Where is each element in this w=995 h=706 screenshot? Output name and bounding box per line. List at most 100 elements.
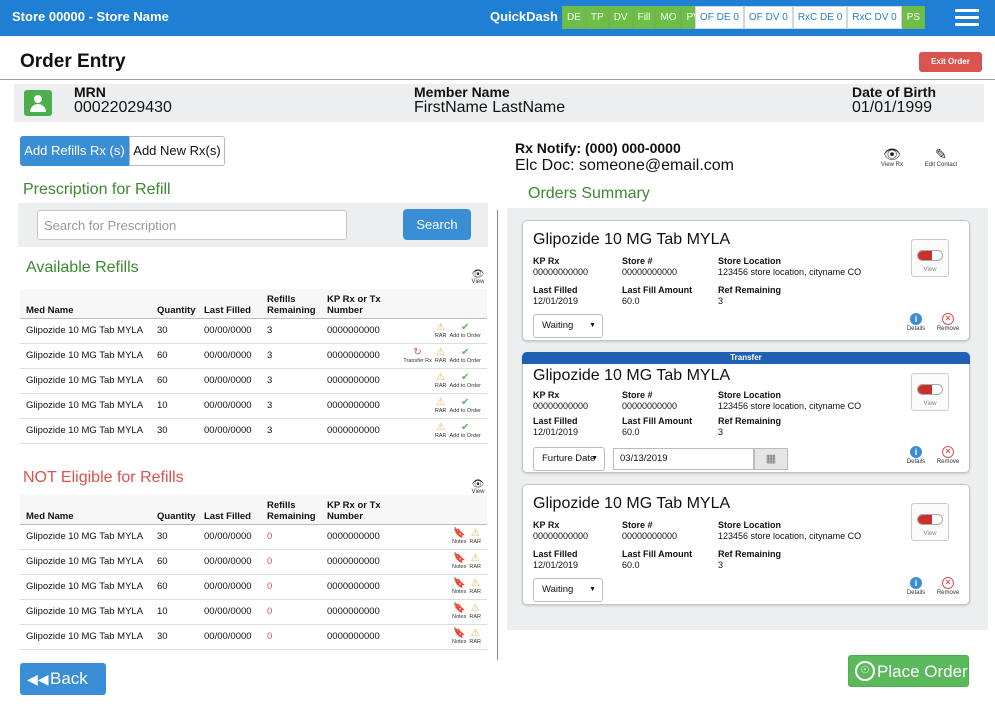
quickdash-tp[interactable]: TP [585, 6, 609, 29]
rar-button[interactable]: ⚠ RAR [435, 347, 447, 364]
quantity-cell: 10 [151, 599, 198, 625]
exit-order-button[interactable]: Exit Order [919, 52, 982, 72]
col-actions [391, 495, 487, 525]
add-to-order-button[interactable]: ✔ Add to Order [449, 397, 482, 414]
quickdash-of-dv[interactable]: OF DV 0 [743, 6, 793, 29]
quickdash-mo[interactable]: MO [655, 6, 682, 29]
col-last-filled: Last Filled [198, 289, 261, 319]
details-button[interactable]: i Details [903, 446, 929, 465]
remove-button[interactable]: × Remove [935, 313, 961, 332]
rar-button[interactable]: ⚠ RAR [469, 553, 481, 570]
available-view-toggle[interactable]: 👁 View [468, 270, 488, 286]
status-value: Waiting [542, 584, 574, 595]
rar-button[interactable]: ⚠ RAR [469, 628, 481, 645]
tab-add-refills[interactable]: Add Refills Rx (s) [20, 136, 129, 166]
col-med-name: Med Name [20, 495, 151, 525]
quickdash-de[interactable]: DE [562, 6, 586, 29]
refills-cell: 3 [261, 418, 321, 444]
rar-button[interactable]: ⚠ RAR [435, 397, 447, 414]
search-button[interactable]: Search [403, 209, 471, 240]
add-to-order-button[interactable]: ✔ Add to Order [450, 372, 482, 389]
view-rx-button[interactable]: 👁 View Rx [876, 146, 908, 168]
store-title: Store 00000 - Store Name [12, 9, 169, 24]
calendar-icon[interactable]: ▦ [754, 448, 788, 470]
rar-button-label: RAR [434, 432, 447, 439]
view-med-image-button[interactable]: View [911, 503, 949, 541]
rar-button[interactable]: ⚠ RAR [435, 322, 447, 339]
remove-label: Remove [936, 459, 960, 465]
table-row: Glipozide 10 MG Tab MYLA 30 00/00/0000 3 000… [20, 418, 487, 444]
search-panel: Search [18, 203, 488, 247]
bookmark-icon: 🔖 [452, 627, 466, 639]
rar-button-label: RAR [434, 382, 447, 389]
remove-icon: × [942, 446, 954, 458]
row-actions: ⚠ RAR ✔ Add to Order [391, 393, 487, 419]
details-button[interactable]: i Details [903, 577, 929, 596]
rar-button[interactable]: ⚠ RAR [469, 578, 481, 595]
quickdash-rxc-dv[interactable]: RxC DV 0 [847, 6, 902, 29]
table-row: Glipozide 10 MG Tab MYLA 10 00/00/0000 0 000… [20, 599, 487, 625]
notes-button[interactable]: 🔖 Notes [452, 578, 467, 595]
refills-cell: 0 [261, 624, 321, 650]
remove-button[interactable]: × Remove [935, 577, 961, 596]
view-label: View [471, 489, 485, 495]
transfer-rx-button[interactable]: ↻ Transfer Rx [403, 347, 432, 364]
quickdash-label: QuickDash [490, 9, 558, 24]
add-to-order-button[interactable]: ✔ Add to Order [450, 322, 482, 339]
menu-icon[interactable] [955, 9, 979, 27]
remove-button[interactable]: × Remove [935, 446, 961, 465]
back-button[interactable]: ◀◀ Back [20, 663, 106, 695]
info-icon: i [910, 446, 922, 458]
rx-number-cell: 0000000000 [321, 368, 391, 394]
view-med-image-button[interactable]: View [911, 373, 949, 411]
rx-number-cell: 0000000000 [321, 393, 391, 419]
quantity-cell: 60 [151, 549, 198, 575]
kp-rx-value: 00000000000 [533, 531, 589, 541]
tab-add-new-rx[interactable]: Add New Rx(s) [129, 136, 225, 166]
future-date-input[interactable]: 03/13/2019 [613, 448, 754, 470]
row-actions: ⚠ RAR ✔ Add to Order [391, 418, 487, 444]
add-to-order-button-label: Add to Order [449, 407, 482, 414]
notes-button[interactable]: 🔖 Notes [452, 528, 466, 545]
not-eligible-view-toggle[interactable]: 👁 View [468, 479, 488, 496]
last-filled-value: 12/01/2019 [533, 427, 579, 437]
last-filled-cell: 00/00/0000 [198, 318, 261, 344]
prescription-search-input[interactable] [37, 210, 347, 240]
quantity-cell: 30 [151, 318, 198, 344]
pill-icon [917, 384, 943, 395]
quickdash-ps[interactable]: PS [901, 6, 926, 29]
view-rx-label: View Rx [881, 162, 903, 168]
quantity-cell: 60 [151, 343, 198, 369]
add-to-order-button[interactable]: ✔ Add to Order [450, 347, 482, 364]
status-dropdown[interactable]: Waiting ▼ [533, 314, 603, 338]
store-location-label: Store Location [718, 256, 782, 266]
quantity-cell: 30 [151, 624, 198, 650]
quickdash-fill[interactable]: Fill [632, 6, 656, 29]
details-button[interactable]: i Details [903, 313, 929, 332]
rar-button[interactable]: ⚠ RAR [434, 372, 447, 389]
place-order-button[interactable]: ☉ Place Order [848, 655, 969, 687]
quickdash-rxc-de[interactable]: RxC DE 0 [792, 6, 848, 29]
add-to-order-button[interactable]: ✔ Add to Order [450, 422, 482, 439]
eye-icon: 👁 [471, 479, 485, 490]
status-value: Furture Date [542, 453, 596, 464]
row-actions: 🔖 Notes ⚠ RAR [391, 549, 487, 575]
notes-button-label: Notes [452, 588, 467, 595]
table-row: Glipozide 10 MG Tab MYLA 30 00/00/0000 3 000… [20, 318, 487, 344]
status-dropdown[interactable]: Waiting ▼ [533, 578, 603, 602]
status-dropdown[interactable]: Furture Date ▼ [533, 447, 605, 471]
rar-button[interactable]: ⚠ RAR [469, 603, 481, 620]
table-row: Glipozide 10 MG Tab MYLA 10 00/00/0000 3 000… [20, 393, 487, 419]
notes-button[interactable]: 🔖 Notes [452, 553, 466, 570]
notes-button[interactable]: 🔖 Notes [452, 603, 466, 620]
order-card: Glipozide 10 MG Tab MYLA KP Rx 00000000000… [522, 220, 970, 341]
view-med-image-button[interactable]: View [911, 239, 949, 277]
edit-contact-button[interactable]: ✎ Edit Contact [918, 146, 964, 168]
rar-button[interactable]: ⚠ RAR [469, 528, 481, 545]
quickdash-dv[interactable]: DV [608, 6, 633, 29]
rx-number-cell: 0000000000 [321, 343, 391, 369]
rar-button[interactable]: ⚠ RAR [434, 422, 447, 439]
dob-label: Date of Birth [852, 84, 936, 100]
notes-button[interactable]: 🔖 Notes [452, 627, 466, 645]
quickdash-of-de[interactable]: OF DE 0 [695, 6, 744, 29]
